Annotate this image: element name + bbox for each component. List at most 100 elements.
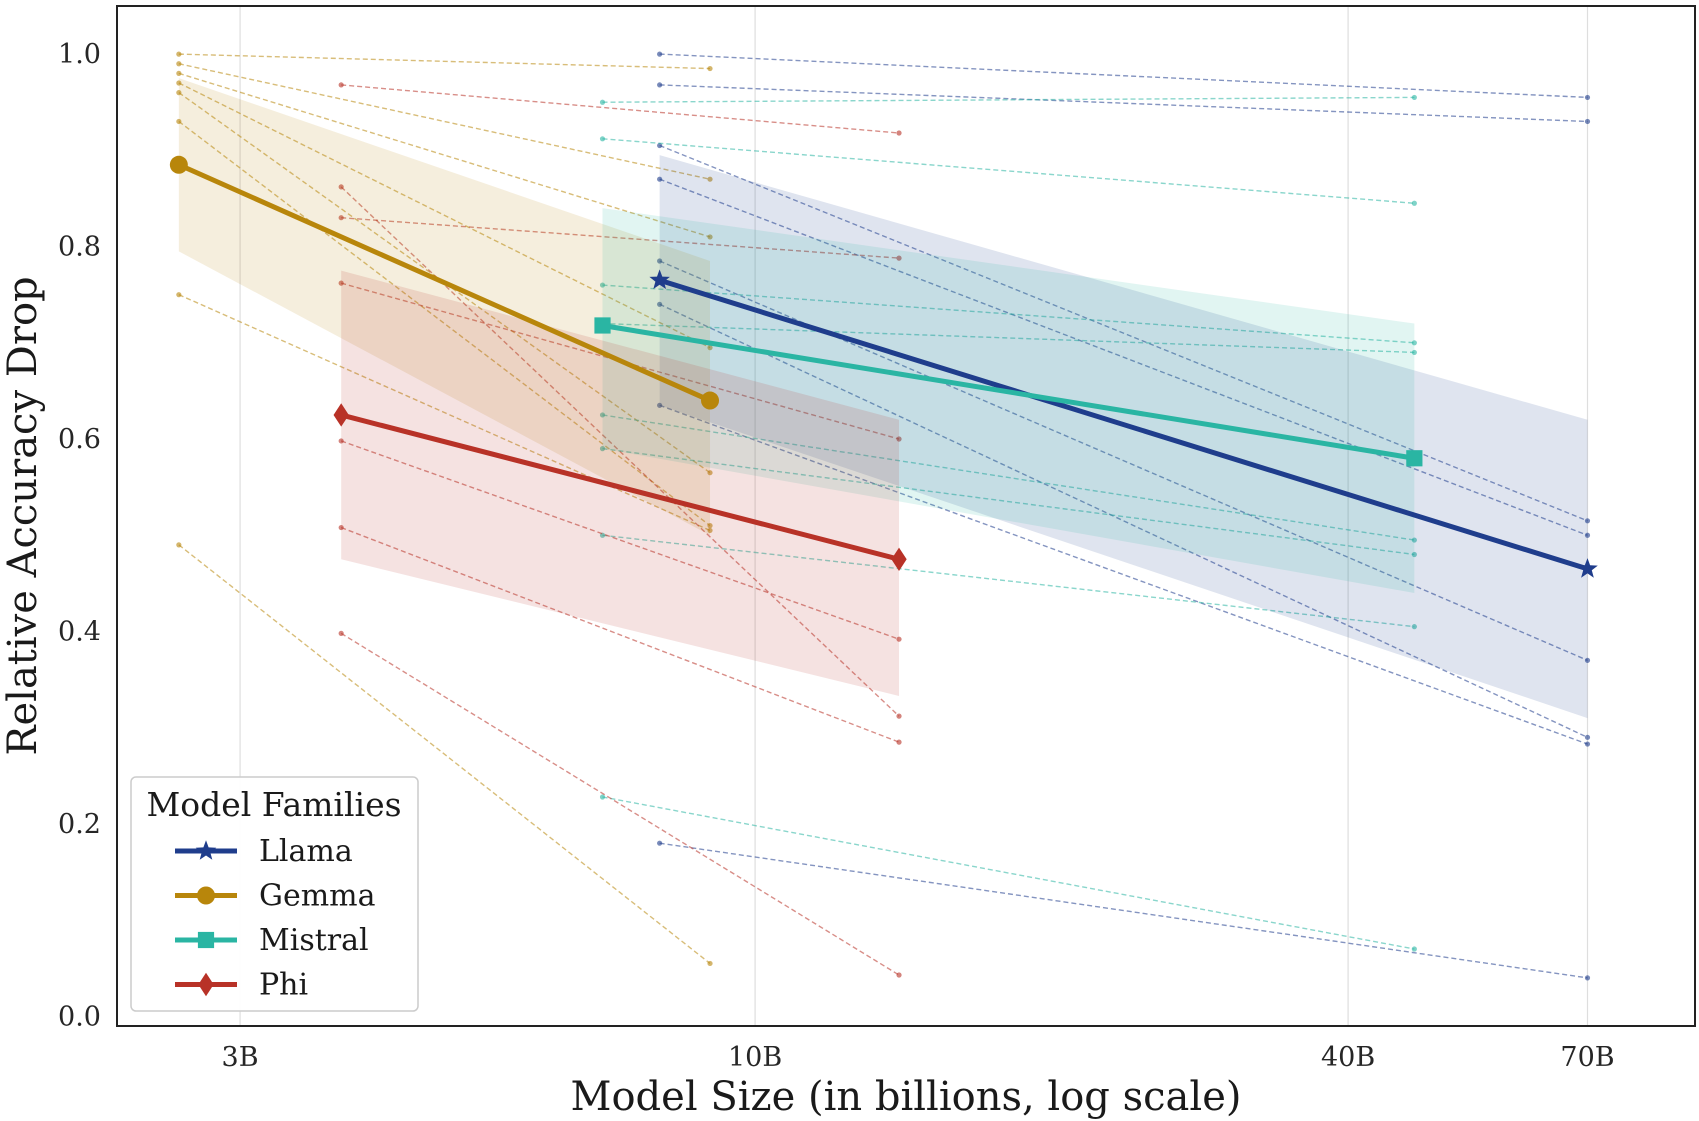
individual-model-line xyxy=(659,53,1588,99)
individual-model-line xyxy=(659,178,1588,536)
legend-items: Llama Gemma Mistral Phi xyxy=(175,834,376,1003)
mean-point-llama xyxy=(1577,558,1598,578)
individual-model-point xyxy=(1584,518,1591,524)
individual-model-point xyxy=(1411,946,1417,952)
individual-model-point xyxy=(896,436,902,442)
individual-model-point xyxy=(338,524,344,531)
confidence-band-gemma xyxy=(178,78,711,536)
mean-point-phi xyxy=(333,403,349,427)
individual-model-point xyxy=(338,438,344,444)
axis-ticks: 3B 10B 40B 70B 0.0 0.2 0.4 0.6 0.8 1.0 xyxy=(58,39,1615,1073)
legend-label-phi: Phi xyxy=(259,968,308,1003)
individual-model-point xyxy=(657,51,663,57)
individual-model-line xyxy=(659,404,1588,745)
individual-model-point xyxy=(599,99,606,105)
legend-label-mistral: Mistral xyxy=(259,923,369,958)
individual-model-point xyxy=(1411,200,1417,206)
individual-model-point xyxy=(657,402,663,408)
legend: Model Families Llama Gemma Mistral Phi xyxy=(130,776,419,1012)
individual-model-point xyxy=(1411,624,1417,630)
y-tick-label: 0.4 xyxy=(58,616,101,647)
legend-marker-gemma xyxy=(197,886,215,905)
individual-model-point xyxy=(1411,94,1417,101)
individual-model-line xyxy=(178,544,711,965)
individual-model-line xyxy=(602,322,1415,354)
individual-model-point xyxy=(176,70,182,76)
individual-model-line xyxy=(659,144,1588,522)
individual-model-point xyxy=(599,794,606,800)
family-mean-lines xyxy=(169,155,1598,578)
mean-line-gemma xyxy=(176,162,713,404)
x-tick-label: 10B xyxy=(728,1042,782,1073)
individual-model-point xyxy=(1584,94,1591,101)
individual-model-point xyxy=(896,713,902,719)
individual-model-line xyxy=(659,303,1588,738)
individual-model-line xyxy=(340,632,900,976)
individual-model-line xyxy=(178,92,711,474)
plot-frame xyxy=(116,5,1696,1027)
legend-title: Model Families xyxy=(146,785,401,824)
x-axis-label: Model Size (in billions, log scale) xyxy=(571,1074,1242,1120)
individual-model-line xyxy=(659,84,1588,123)
individual-model-point xyxy=(707,470,713,476)
mean-point-llama xyxy=(649,269,670,289)
individual-model-point xyxy=(707,960,713,967)
individual-model-point xyxy=(1411,340,1417,346)
mean-point-mistral xyxy=(594,317,611,334)
y-axis-label: Relative Accuracy Drop xyxy=(0,276,46,755)
individual-model-point xyxy=(176,90,182,96)
individual-model-line xyxy=(178,294,711,532)
mean-point-gemma xyxy=(701,391,720,410)
individual-model-point xyxy=(599,282,606,288)
individual-model-point xyxy=(1584,734,1591,740)
individual-model-line xyxy=(602,414,1415,541)
individual-model-point xyxy=(1411,537,1417,543)
individual-model-line xyxy=(178,72,711,238)
mean-point-phi xyxy=(891,547,907,572)
legend-marker-llama xyxy=(195,840,217,860)
individual-model-point xyxy=(896,636,902,642)
y-tick-label: 0.0 xyxy=(58,1001,101,1032)
individual-model-point xyxy=(1411,349,1417,356)
individual-model-point xyxy=(657,142,663,149)
confidence-band-mistral xyxy=(602,208,1415,593)
x-tick-label: 3B xyxy=(222,1042,259,1073)
individual-model-point xyxy=(176,61,182,67)
individual-model-line xyxy=(602,96,1415,103)
legend-marker-phi xyxy=(198,972,214,997)
individual-model-line xyxy=(340,440,900,640)
x-tick-label: 70B xyxy=(1560,1042,1614,1073)
individual-model-point xyxy=(1584,975,1591,981)
confidence-bands xyxy=(178,78,1588,719)
individual-model-point xyxy=(657,301,663,307)
mean-point-mistral xyxy=(1406,450,1423,467)
y-tick-label: 0.6 xyxy=(58,424,101,455)
mean-line-llama xyxy=(657,277,1590,572)
individual-model-line xyxy=(602,447,1415,556)
individual-model-line xyxy=(341,216,900,259)
individual-model-line xyxy=(178,53,711,70)
mean-line-mistral xyxy=(600,322,1417,461)
mean-point-gemma xyxy=(169,155,188,174)
individual-model-point xyxy=(338,215,344,221)
individual-model-point xyxy=(1584,657,1591,663)
individual-model-point xyxy=(707,527,713,534)
y-tick-label: 0.2 xyxy=(58,809,101,840)
legend-label-gemma: Gemma xyxy=(259,879,376,914)
y-tick-label: 1.0 xyxy=(58,39,101,70)
individual-model-line xyxy=(602,534,1415,628)
individual-model-point xyxy=(1411,551,1417,558)
individual-model-point xyxy=(657,258,663,264)
individual-model-point xyxy=(338,82,344,88)
individual-model-point xyxy=(176,292,182,298)
individual-model-point xyxy=(896,739,902,745)
individual-model-point xyxy=(338,280,344,286)
individual-model-point xyxy=(896,255,902,261)
legend-box xyxy=(130,776,419,1012)
x-tick-label: 40B xyxy=(1321,1042,1375,1073)
individual-model-point xyxy=(896,972,902,978)
individual-model-point xyxy=(176,51,182,57)
legend-label-llama: Llama xyxy=(259,834,353,869)
mean-line-phi xyxy=(338,412,902,562)
